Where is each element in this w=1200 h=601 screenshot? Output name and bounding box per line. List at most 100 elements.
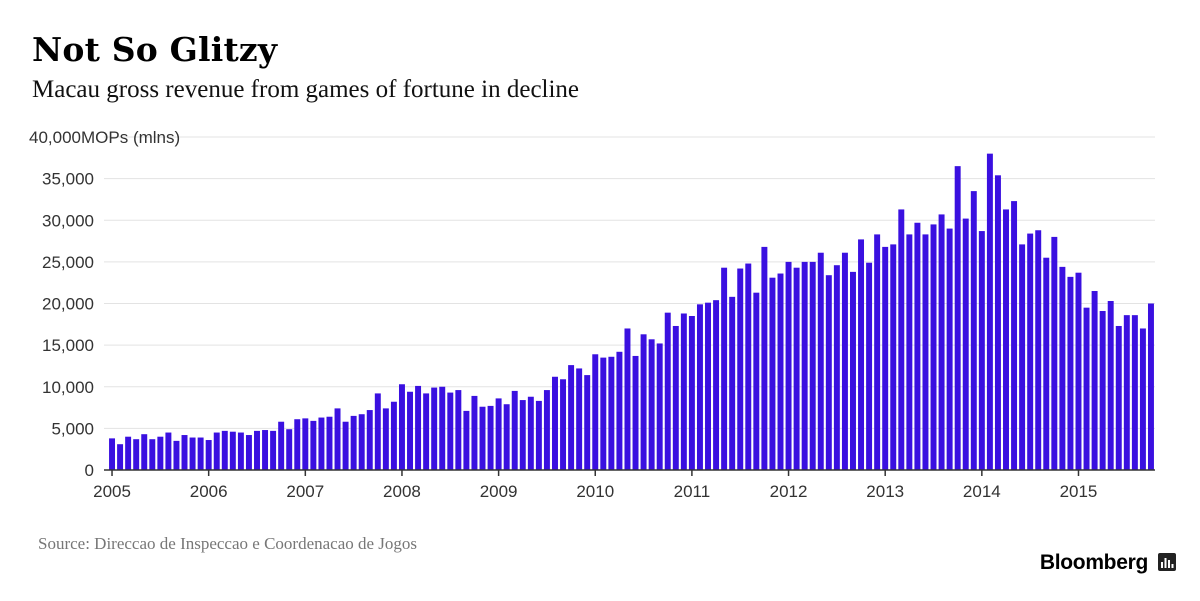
x-tick-label: 2014	[963, 482, 1001, 501]
bar	[1147, 303, 1154, 470]
bar	[133, 439, 140, 470]
bar	[519, 400, 526, 470]
bar	[407, 391, 413, 470]
bar	[141, 434, 148, 470]
bar	[600, 357, 607, 470]
bar	[560, 379, 567, 470]
bar-series	[109, 153, 1154, 471]
bar	[938, 214, 945, 470]
bar	[390, 401, 397, 470]
bar-chart-icon	[1158, 553, 1176, 571]
bar	[592, 354, 599, 470]
bar	[318, 417, 325, 470]
bar	[294, 419, 301, 470]
bar	[1091, 291, 1098, 470]
bar	[1011, 201, 1018, 470]
bar	[487, 405, 494, 470]
bar	[801, 261, 808, 471]
bar	[254, 430, 260, 470]
bar	[793, 267, 800, 470]
y-tick-label: 35,000	[42, 170, 94, 189]
bar	[817, 252, 824, 470]
bar	[286, 429, 293, 470]
bar	[342, 421, 349, 470]
bar	[568, 365, 575, 470]
chart-subtitle: Macau gross revenue from games of fortun…	[32, 76, 580, 103]
bar	[447, 392, 454, 470]
bar	[584, 375, 591, 470]
bar	[761, 246, 768, 470]
bar	[1019, 244, 1026, 470]
bar	[213, 432, 220, 470]
bar	[640, 334, 647, 470]
y-tick-label: 0	[85, 461, 94, 480]
bar	[866, 262, 873, 470]
bar	[858, 239, 865, 470]
bar	[173, 440, 180, 470]
bar	[229, 431, 236, 470]
bar	[334, 408, 341, 470]
bar	[270, 430, 277, 470]
chart-title: Not So Glitzy	[32, 30, 278, 69]
bar	[777, 273, 784, 470]
x-tick-label: 2011	[674, 482, 711, 501]
bar	[1131, 315, 1138, 470]
bar	[954, 166, 961, 470]
bar	[358, 414, 365, 470]
bar	[503, 404, 510, 470]
bar	[398, 384, 405, 470]
bar	[1035, 230, 1042, 470]
bar	[479, 406, 486, 470]
bar	[455, 390, 462, 470]
bar	[374, 393, 381, 470]
bar	[1107, 301, 1114, 470]
bar	[117, 444, 124, 470]
bar	[1043, 257, 1050, 470]
bar	[664, 312, 671, 470]
bar	[1003, 209, 1009, 470]
bar	[922, 234, 929, 470]
bar	[245, 435, 252, 470]
bar	[906, 234, 913, 470]
bar	[696, 304, 703, 470]
brand-logo-text: Bloomberg	[1039, 551, 1148, 574]
bar	[608, 356, 615, 470]
bar	[302, 418, 309, 470]
bar	[125, 436, 132, 470]
y-tick-label: 40,000MOPs (mlns)	[29, 128, 180, 147]
bar	[737, 268, 744, 470]
bar	[753, 292, 760, 470]
x-tick-label: 2008	[383, 482, 421, 501]
bar	[543, 390, 550, 470]
bar	[431, 387, 438, 470]
x-tick-label: 2012	[770, 482, 808, 501]
axes: 0 5,000 10,000 15,000 20,000 25,000 30,000 35,0…	[29, 128, 1155, 501]
bar	[616, 351, 623, 470]
bar	[382, 408, 389, 470]
bar	[310, 420, 317, 470]
bar	[962, 218, 969, 470]
bar	[721, 267, 728, 470]
x-tick-label: 2006	[190, 482, 228, 501]
y-tick-label: 30,000	[42, 211, 94, 230]
bar	[745, 263, 752, 470]
bar	[1067, 276, 1074, 470]
bar	[809, 261, 816, 471]
bar	[890, 244, 897, 470]
bar	[994, 175, 1001, 471]
bar	[1115, 325, 1122, 470]
x-tick-label: 2007	[286, 482, 324, 501]
bar	[632, 355, 639, 470]
y-tick-label: 15,000	[42, 336, 94, 355]
bar	[439, 386, 446, 470]
bar	[350, 415, 357, 470]
bar	[415, 385, 422, 470]
bar	[189, 437, 196, 470]
bar	[1027, 233, 1034, 470]
bar	[165, 432, 172, 470]
bar	[914, 222, 921, 470]
bar	[769, 277, 776, 470]
bar	[326, 416, 333, 470]
bar	[1075, 272, 1082, 470]
